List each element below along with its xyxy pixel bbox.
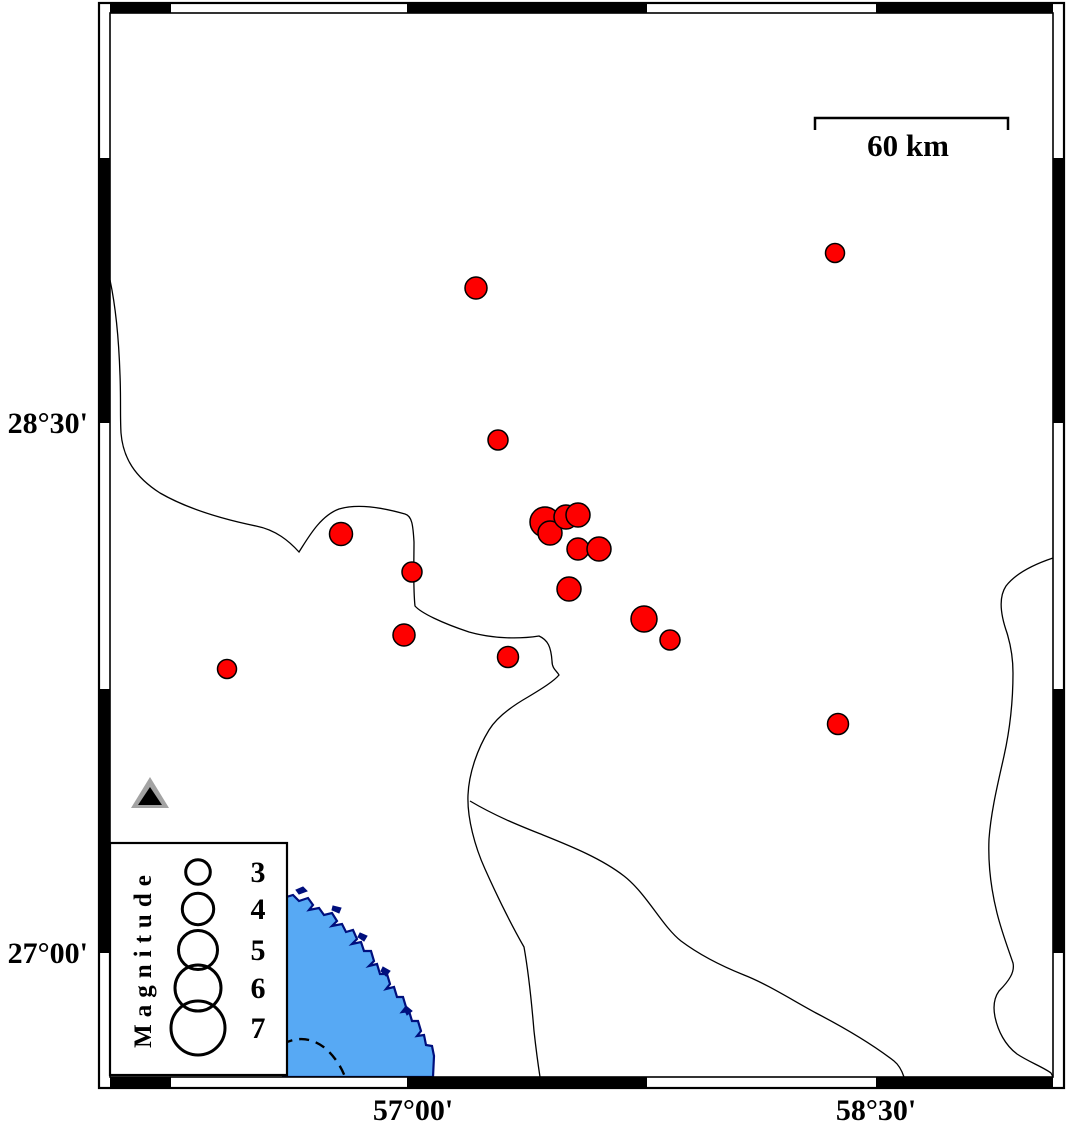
islet: [403, 1005, 413, 1016]
earthquake-marker: [824, 242, 846, 264]
frame-segment-right: [1053, 689, 1064, 953]
earthquake-marker: [826, 712, 850, 736]
frame-segment-top: [407, 3, 647, 13]
earthquake-marker: [392, 623, 416, 647]
scale-bar-bracket: [813, 116, 1010, 130]
earthquake-marker: [216, 658, 238, 680]
legend-value-6: 6: [251, 972, 266, 1005]
legend-box: [108, 841, 289, 1077]
scale-bar-label: 60 km: [867, 128, 949, 163]
earthquake-marker: [586, 536, 612, 562]
sea-layer: [281, 886, 436, 1079]
frame-segment-top: [876, 3, 1053, 13]
lat-label-28-30: 28°30': [8, 407, 88, 440]
station-triangle: [138, 787, 162, 805]
scale-bar: 60 km: [813, 116, 1010, 163]
legend-circle-mag-4: [180, 891, 216, 927]
lat-label-27-00: 27°00': [8, 937, 88, 970]
legend-circle-mag-5: [177, 929, 219, 971]
earthquake-marker: [328, 521, 354, 547]
maritime-dashed-line: [282, 1037, 347, 1078]
earthquake-marker: [565, 502, 591, 528]
frame-segment-left: [99, 423, 110, 689]
earthquake-marker: [487, 429, 509, 451]
earthquake-marker: [496, 645, 520, 669]
earthquake-layer: [216, 242, 850, 736]
frame-segment-right: [1053, 158, 1064, 423]
legend-value-4: 4: [251, 893, 266, 926]
frame-segment-top: [647, 3, 876, 13]
north-coastline: [109, 279, 560, 1078]
southeast-border-line: [469, 800, 905, 1078]
legend-title: Magnitude: [130, 868, 157, 1048]
legend-frame: [108, 841, 289, 1077]
frame-inner-border: [109, 12, 1054, 1078]
lon-label-58-30: 58°30': [836, 1094, 916, 1126]
frame-segment-top: [110, 3, 171, 13]
sea-polygon: [281, 893, 436, 1079]
frame-segment-bottom: [407, 1077, 647, 1087]
frame-segment-bottom: [876, 1077, 1053, 1087]
frame-segment-left: [99, 158, 110, 423]
earthquake-marker: [566, 537, 590, 561]
scale-bar-line: [813, 116, 1010, 130]
earthquake-marker: [630, 605, 658, 633]
legend-value-5: 5: [251, 934, 266, 967]
legend-value-3: 3: [251, 856, 266, 889]
frame-segment-right: [1053, 953, 1064, 1077]
legend: Magnitude 3 4 5 6 7: [108, 841, 289, 1077]
frame-segment-left: [99, 953, 110, 1077]
lon-label-57-00: 57°00': [373, 1094, 453, 1126]
frame-layer: [97, 1, 1066, 1090]
frame-segment-right: [1053, 423, 1064, 689]
earthquake-marker: [464, 276, 488, 300]
legend-circle-mag-3: [184, 858, 212, 886]
legend-circle-mag-6: [173, 963, 223, 1013]
islet: [380, 966, 391, 977]
axis-labels: 28°30' 27°00' 57°00' 58°30': [8, 407, 917, 1126]
legend-symbols: 3 4 5 6 7: [169, 856, 266, 1057]
islet: [357, 932, 368, 942]
frame-segment-left: [99, 689, 110, 953]
earthquake-marker: [659, 629, 681, 651]
frame-segment-bottom: [647, 1077, 876, 1087]
legend-circle-mag-7: [169, 999, 227, 1057]
station-layer: [131, 777, 169, 808]
east-coastline: [988, 557, 1054, 1078]
earthquake-marker: [537, 520, 563, 546]
frame-outer-border: [97, 1, 1066, 1090]
islet: [295, 886, 308, 895]
frame-segment-bottom: [110, 1077, 171, 1087]
coastline-layer: [109, 279, 1054, 1078]
earthquake-marker: [556, 576, 582, 602]
legend-value-7: 7: [251, 1012, 266, 1045]
islet: [331, 905, 342, 914]
frame-segment-top: [171, 3, 407, 13]
frame-segment-left: [99, 13, 110, 158]
frame-segment-bottom: [171, 1077, 407, 1087]
frame-segment-right: [1053, 13, 1064, 158]
earthquake-marker: [401, 561, 423, 583]
